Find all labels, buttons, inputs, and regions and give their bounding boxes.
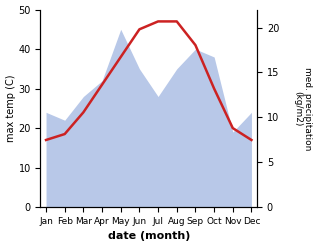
Y-axis label: max temp (C): max temp (C) <box>5 75 16 142</box>
Y-axis label: med. precipitation
(kg/m2): med. precipitation (kg/m2) <box>293 67 313 150</box>
X-axis label: date (month): date (month) <box>107 231 190 242</box>
